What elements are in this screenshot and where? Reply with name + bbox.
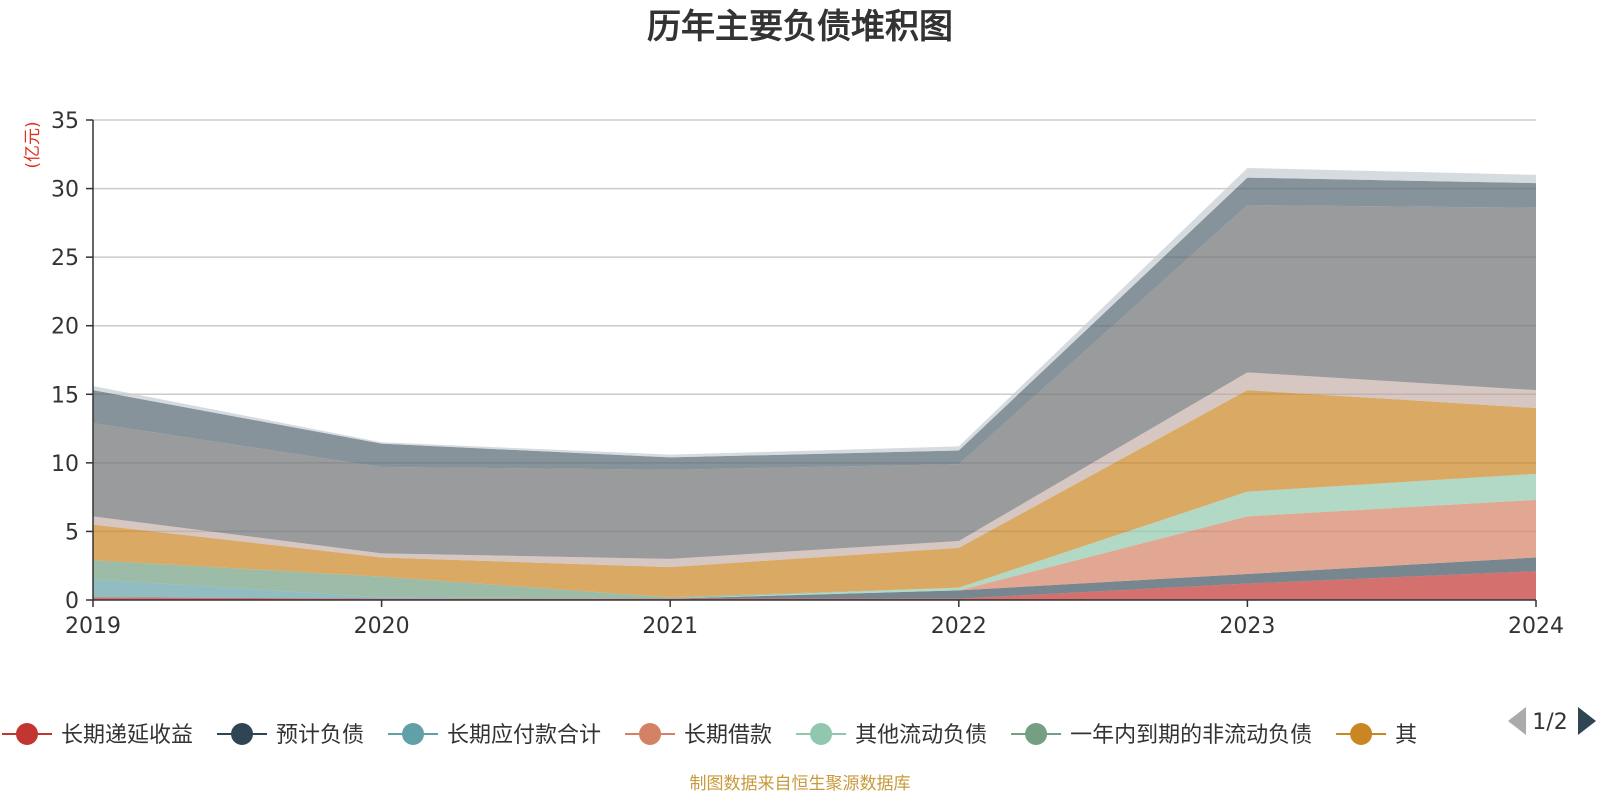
area-series-9 <box>93 177 1536 470</box>
legend-label: 其他流动负债 <box>855 723 987 748</box>
area-series-2 <box>93 557 1536 599</box>
legend-item-2[interactable]: 长期应付款合计 <box>388 723 601 748</box>
legend-label: 长期递延收益 <box>61 723 193 748</box>
y-axis-tick-labels: 0 5 10 15 20 25 30 35 <box>51 109 93 614</box>
legend-label: 预计负债 <box>276 723 364 748</box>
legend-circle-icon <box>16 723 38 745</box>
legend-item-3[interactable]: 长期借款 <box>625 723 772 748</box>
legend-circle-icon <box>810 723 833 745</box>
y-tick-label: 5 <box>65 520 79 545</box>
area-series-0 <box>93 571 1536 600</box>
x-tick-label: 2022 <box>931 614 987 639</box>
legend-circle-icon <box>402 723 425 745</box>
legend-item-6[interactable]: 其 <box>1336 723 1417 748</box>
legend-prev-page-icon[interactable] <box>1508 707 1526 735</box>
y-tick-label: 15 <box>51 383 79 408</box>
y-tick-label: 0 <box>65 589 79 614</box>
legend-circle-icon <box>1350 723 1373 745</box>
area-series-4 <box>93 473 1536 599</box>
area-series-10 <box>93 168 1536 458</box>
legend-item-4[interactable]: 其他流动负债 <box>796 723 987 748</box>
legend-circle-icon <box>231 723 254 745</box>
y-tick-label: 10 <box>51 452 79 477</box>
legend-item-0[interactable]: 长期递延收益 <box>2 723 193 748</box>
area-series-7 <box>93 372 1536 568</box>
y-axis-unit-label: (亿元) <box>23 121 43 168</box>
x-tick-label: 2019 <box>65 614 121 639</box>
area-series-8 <box>93 205 1536 559</box>
y-tick-label: 35 <box>51 109 79 134</box>
x-tick-label: 2023 <box>1219 614 1275 639</box>
y-tick-label: 25 <box>51 246 79 271</box>
area-series-3 <box>93 499 1536 599</box>
legend-circle-icon <box>639 723 662 745</box>
y-tick-label: 20 <box>51 315 79 340</box>
legend: 长期递延收益 预计负债 长期应付款合计 长期借款 其他流动负债 一年内到期的非流动负债 其 <box>2 723 1417 748</box>
x-tick-label: 2024 <box>1508 614 1564 639</box>
legend-page-indicator: 1/2 <box>1532 710 1567 735</box>
area-series-1 <box>93 557 1536 599</box>
area-series <box>93 168 1536 600</box>
legend-item-5[interactable]: 一年内到期的非流动负债 <box>1011 723 1312 748</box>
y-tick-label: 30 <box>51 178 79 203</box>
axes <box>92 120 1536 601</box>
source-note: 制图数据来自恒生聚源数据库 <box>690 774 911 794</box>
x-axis-tick-labels: 2019 2020 2021 2022 2023 2024 <box>65 600 1564 639</box>
area-series-5 <box>93 473 1536 599</box>
area-series-6 <box>93 390 1536 598</box>
x-tick-label: 2021 <box>642 614 698 639</box>
legend-label: 长期借款 <box>684 723 772 748</box>
legend-label: 其 <box>1395 723 1417 748</box>
legend-item-1[interactable]: 预计负债 <box>217 723 364 748</box>
chart-title: 历年主要负债堆积图 <box>647 7 953 47</box>
legend-label: 长期应付款合计 <box>447 723 601 748</box>
legend-circle-icon <box>1025 723 1048 745</box>
legend-label: 一年内到期的非流动负债 <box>1070 723 1312 748</box>
x-tick-label: 2020 <box>354 614 410 639</box>
legend-next-page-icon[interactable] <box>1578 707 1596 735</box>
legend-pager: 1/2 <box>1508 707 1596 735</box>
